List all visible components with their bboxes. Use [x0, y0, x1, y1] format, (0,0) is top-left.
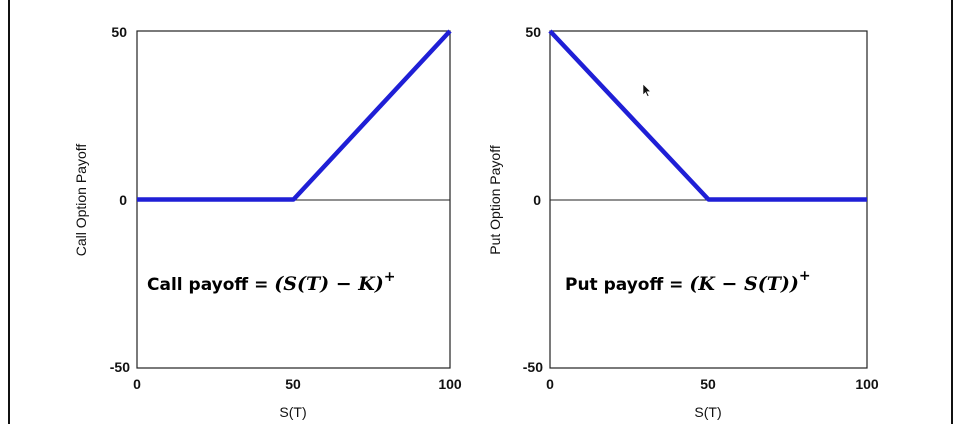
- call-xtick-left: 0: [133, 376, 141, 392]
- call-xtick-right: 100: [438, 376, 462, 392]
- call-chart: 50 0 -50 0 50 100 S(T) Call Option Payof…: [73, 24, 462, 420]
- put-ytick-mid: 0: [533, 192, 541, 208]
- call-ytick-bottom: -50: [110, 359, 130, 375]
- call-xlabel: S(T): [279, 404, 306, 420]
- put-payoff-formula: Put payoff = (K − S(T))+: [565, 268, 811, 295]
- put-xtick-left: 0: [546, 376, 554, 392]
- put-payoff-line: [548, 29, 867, 202]
- call-ytick-top: 50: [111, 24, 127, 40]
- put-ytick-top: 50: [525, 24, 541, 40]
- put-xtick-mid: 50: [700, 376, 716, 392]
- mouse-cursor-icon: [642, 83, 652, 97]
- put-ytick-bottom: -50: [523, 359, 543, 375]
- put-chart: 50 0 -50 0 50 100 S(T) Put Option Payoff…: [487, 24, 879, 420]
- put-xtick-right: 100: [855, 376, 879, 392]
- put-xlabel: S(T): [694, 404, 721, 420]
- put-ylabel: Put Option Payoff: [487, 145, 503, 255]
- call-xtick-mid: 50: [285, 376, 301, 392]
- call-ytick-mid: 0: [119, 192, 127, 208]
- call-payoff-formula: Call payoff = (S(T) − K)+: [147, 269, 395, 295]
- call-payoff-line: [137, 29, 452, 202]
- call-ylabel: Call Option Payoff: [73, 144, 89, 257]
